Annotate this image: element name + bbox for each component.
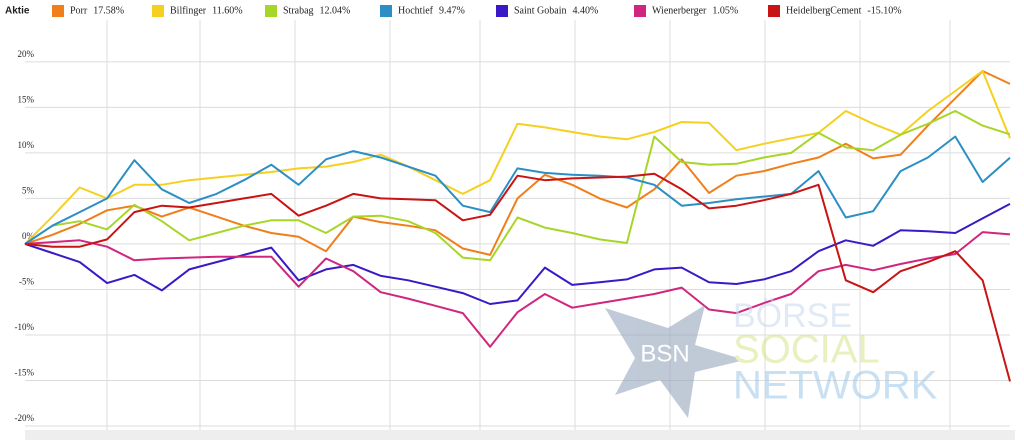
y-tick-label: 15%	[18, 94, 35, 104]
legend-value: 11.60%	[212, 5, 242, 16]
legend-label: Bilfinger	[170, 5, 207, 16]
legend-value: 1.05%	[712, 5, 738, 16]
series-line	[24, 172, 1011, 382]
y-tick-label: -10%	[15, 322, 35, 332]
series-line	[24, 70, 1011, 245]
legend-value: 12.04%	[320, 5, 351, 16]
legend-title: Aktie	[5, 6, 30, 17]
legend-value: 17.58%	[93, 5, 124, 16]
legend-swatch	[265, 5, 277, 17]
watermark-line: SOCIAL	[733, 328, 880, 372]
legend-swatch	[496, 5, 508, 17]
series-line	[24, 231, 1011, 348]
y-tick-label: -5%	[19, 277, 34, 287]
series-line	[24, 203, 1011, 305]
y-tick-label: -15%	[15, 368, 35, 378]
y-tick-label: 5%	[22, 185, 35, 195]
scroll-strip	[25, 430, 1015, 440]
y-tick-label: -20%	[15, 413, 35, 423]
legend-label: Hochtief	[398, 5, 434, 16]
legend-swatch	[152, 5, 164, 17]
y-tick-label: 10%	[18, 140, 35, 150]
watermark-line: NETWORK	[733, 364, 938, 408]
legend-label: Strabag	[283, 5, 314, 16]
y-tick-label: 20%	[18, 49, 35, 59]
series-line	[24, 110, 1011, 262]
legend-swatch	[634, 5, 646, 17]
watermark-line: BÖRSE	[733, 297, 852, 335]
y-tick-label: 0%	[22, 231, 35, 241]
legend-label: Wienerberger	[652, 5, 707, 16]
watermark-logo: BSN	[640, 340, 689, 367]
legend-value: 9.47%	[439, 5, 465, 16]
legend-label: Saint Gobain	[514, 5, 567, 16]
series-line	[24, 135, 1011, 245]
legend-swatch	[380, 5, 392, 17]
legend-value: -15.10%	[867, 5, 901, 16]
legend-label: HeidelbergCement	[786, 5, 862, 16]
legend-swatch	[52, 5, 64, 17]
legend-swatch	[768, 5, 780, 17]
watermark-star	[605, 305, 745, 418]
legend-value: 4.40%	[573, 5, 599, 16]
legend-label: Porr	[70, 5, 88, 16]
